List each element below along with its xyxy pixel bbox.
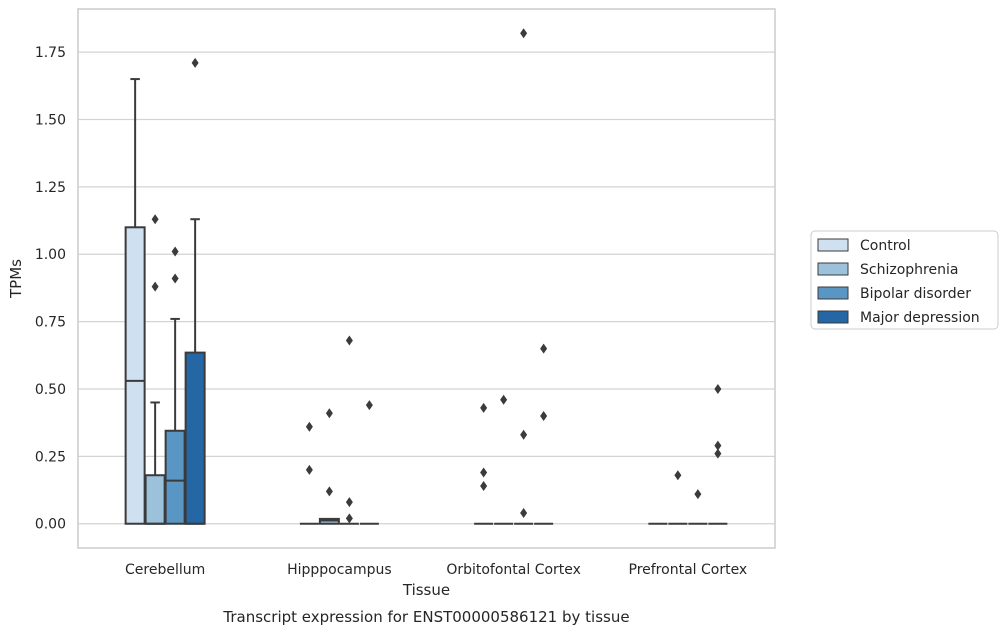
outlier-point [191, 57, 199, 68]
legend-label: Major depression [860, 310, 980, 326]
box-0-1 [144, 214, 166, 525]
box-2-0 [474, 402, 494, 525]
outlier-point [520, 429, 528, 440]
y-tick-label: 1.00 [35, 247, 66, 263]
legend-swatch [817, 262, 849, 276]
outlier-point [345, 497, 353, 508]
box-1-0 [299, 421, 319, 525]
box-0-2 [164, 246, 186, 525]
y-tick-label: 0.25 [35, 449, 66, 465]
box-body [124, 226, 146, 525]
legend-label: Control [860, 238, 911, 254]
box-2-3 [534, 343, 554, 525]
outlier-point [305, 464, 313, 475]
legend-swatch [817, 286, 849, 300]
box-body [184, 351, 206, 525]
outlier-point [345, 513, 353, 524]
outlier-point [714, 383, 722, 394]
plot-frame [77, 8, 776, 549]
chart-caption: Transcript expression for ENST0000058612… [222, 608, 629, 626]
box-3-3 [708, 383, 728, 525]
outlier-point [520, 28, 528, 39]
outlier-point [151, 281, 159, 292]
y-tick-label: 1.50 [35, 112, 66, 128]
outlier-point [171, 246, 179, 257]
box-0-0 [124, 78, 146, 525]
outlier-point [500, 394, 508, 405]
outlier-point [714, 440, 722, 451]
outlier-point [305, 421, 313, 432]
outlier-point [480, 467, 488, 478]
box-body [164, 429, 186, 525]
x-tick-label: Prefrontal Cortex [629, 562, 748, 578]
outlier-point [171, 273, 179, 284]
legend-swatch [817, 238, 849, 252]
outlier-point [520, 507, 528, 518]
y-tick-label: 0.00 [35, 517, 66, 533]
box-1-2 [339, 335, 359, 525]
outlier-point [674, 470, 682, 481]
x-tick-label: Cerebellum [125, 562, 205, 578]
outlier-point [694, 489, 702, 500]
outlier-point [714, 448, 722, 459]
outlier-point [365, 400, 373, 411]
box-body [144, 474, 166, 525]
legend-label: Schizophrenia [860, 262, 958, 278]
y-tick-label: 0.75 [35, 315, 66, 331]
x-tick-labels: Cerebellum Hipppocampus Orbitofontal Corte… [125, 562, 747, 578]
box-3-1 [668, 470, 688, 525]
outlier-point [540, 343, 548, 354]
box-2-1 [494, 394, 514, 525]
box-2-2 [514, 28, 534, 525]
legend: Control Schizophrenia Bipolar disorder Majo… [810, 230, 999, 330]
legend-swatch [817, 310, 849, 324]
outlier-point [480, 481, 488, 492]
legend-label: Bipolar disorder [860, 286, 971, 302]
box-3-2 [688, 489, 708, 525]
x-tick-label: Hipppocampus [287, 562, 392, 578]
y-tick-labels: 0.00 0.25 0.50 0.75 1.00 1.25 1.50 1.75 [35, 45, 66, 533]
legend-frame [810, 230, 999, 330]
y-tick-label: 1.75 [35, 45, 66, 61]
y-tick-label: 0.50 [35, 382, 66, 398]
x-axis-label: Tissue [402, 581, 450, 599]
x-tick-label: Orbitofontal Cortex [446, 562, 581, 578]
box-1-3 [359, 400, 379, 525]
box-series [124, 28, 728, 525]
outlier-point [480, 402, 488, 413]
box-1-1 [318, 408, 340, 525]
outlier-point [325, 408, 333, 419]
y-tick-label: 1.25 [35, 180, 66, 196]
box-0-3 [184, 57, 206, 525]
y-axis-label: TPMs [7, 259, 25, 299]
outlier-point [325, 486, 333, 497]
outlier-point [540, 410, 548, 421]
outlier-point [345, 335, 353, 346]
outlier-point [151, 214, 159, 225]
